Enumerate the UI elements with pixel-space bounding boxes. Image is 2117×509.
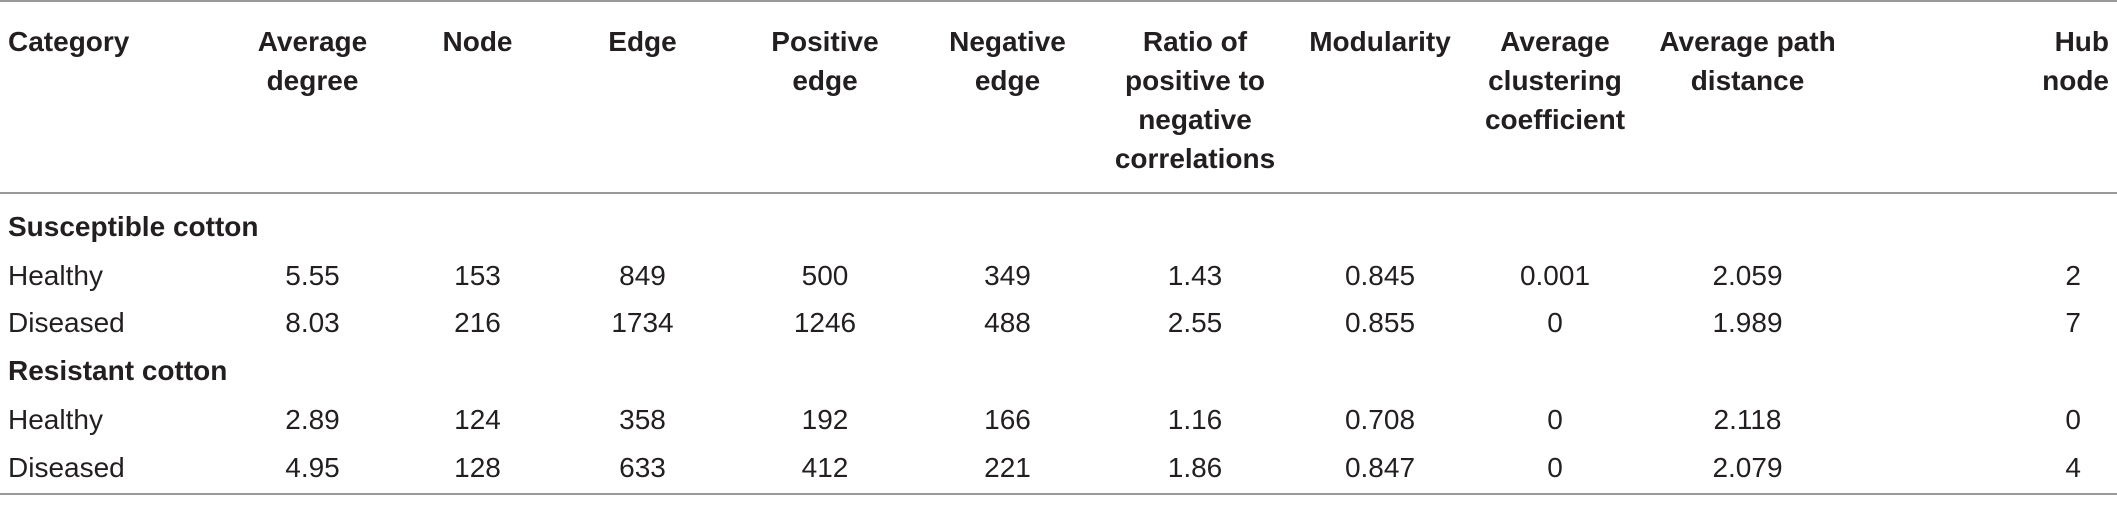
group-row-susceptible: Susceptible cotton <box>0 193 2117 252</box>
cell-negative-edge: 488 <box>984 306 1031 338</box>
cell-average-degree: 4.95 <box>225 443 400 495</box>
cell-negative-edge: 166 <box>984 403 1031 435</box>
cell-average-path-distance: 1.989 <box>1712 306 1783 338</box>
cell-category: Diseased <box>8 306 125 338</box>
group-label: Susceptible cotton <box>8 211 259 242</box>
header-average-path-distance: Average path distance <box>1645 0 1850 194</box>
cell-modularity: 0.845 <box>1344 259 1416 291</box>
group-row-resistant: Resistant cotton <box>0 346 2117 396</box>
header-average-degree: Average degree <box>225 0 400 194</box>
cell-category: Diseased <box>0 443 225 495</box>
header-modularity: Modularity <box>1295 0 1465 194</box>
header-edge: Edge <box>555 0 730 194</box>
cell-hub-node: 4 <box>1850 443 2117 495</box>
cell-modularity: 0.855 <box>1344 306 1416 338</box>
cell-node: 216 <box>454 306 501 338</box>
cell-node: 124 <box>454 403 501 435</box>
header-category: Category <box>0 0 225 194</box>
cell-category: Healthy <box>8 403 103 435</box>
header-node: Node <box>400 0 555 194</box>
cell-modularity: 0.847 <box>1295 443 1465 495</box>
header-negative-edge: Negative edge <box>920 0 1095 194</box>
cell-ratio: 2.55 <box>1167 306 1223 338</box>
cell-ratio: 1.43 <box>1167 259 1223 291</box>
cell-average-path-distance: 2.118 <box>1713 403 1782 435</box>
cell-category: Healthy <box>8 259 103 291</box>
cell-clustering-coefficient: 0 <box>1547 306 1563 338</box>
cell-average-degree: 5.55 <box>285 259 340 291</box>
cell-hub-node: 2 <box>2065 259 2081 291</box>
cell-edge: 1734 <box>611 306 674 338</box>
cell-positive-edge: 1246 <box>793 306 857 338</box>
network-properties-table: Category Average degree Node Edge Positi… <box>0 0 2117 495</box>
table-row: Healthy 2.89 124 358 192 166 1.16 0.708 … <box>0 396 2117 443</box>
cell-average-degree: 8.03 <box>285 306 340 338</box>
table-row: Healthy 5.55 153 849 500 349 1.43 0.845 … <box>0 252 2117 299</box>
network-properties-table-container: Category Average degree Node Edge Positi… <box>0 0 2117 495</box>
cell-edge: 633 <box>555 443 730 495</box>
cell-clustering-coefficient: 0.001 <box>1519 259 1591 291</box>
cell-edge: 358 <box>619 403 666 435</box>
header-clustering-coefficient: Average clustering coefficient <box>1465 0 1645 194</box>
cell-node: 128 <box>400 443 555 495</box>
cell-hub-node: 7 <box>2065 306 2081 338</box>
header-positive-edge: Positive edge <box>730 0 920 194</box>
cell-clustering-coefficient: 0 <box>1547 403 1563 435</box>
cell-node: 153 <box>454 259 501 291</box>
cell-negative-edge: 349 <box>984 259 1031 291</box>
table-row: Diseased 8.03 216 1734 1246 488 2.55 0.8… <box>0 299 2117 346</box>
header-hub-node: Hub node <box>1850 0 2117 194</box>
group-label: Resistant cotton <box>8 355 228 386</box>
cell-positive-edge: 500 <box>801 259 849 291</box>
header-ratio: Ratio of positive to negative correlatio… <box>1095 0 1295 194</box>
cell-average-degree: 2.89 <box>285 403 340 435</box>
cell-hub-node: 0 <box>2065 403 2081 435</box>
table-row: Diseased 4.95 128 633 412 221 1.86 0.847… <box>0 443 2117 495</box>
cell-negative-edge: 221 <box>920 443 1095 495</box>
cell-ratio: 1.86 <box>1095 443 1295 495</box>
header-row: Category Average degree Node Edge Positi… <box>0 0 2117 194</box>
cell-clustering-coefficient: 0 <box>1465 443 1645 495</box>
cell-positive-edge: 412 <box>730 443 920 495</box>
cell-ratio: 1.16 <box>1167 403 1223 435</box>
cell-edge: 849 <box>619 259 666 291</box>
cell-positive-edge: 192 <box>801 403 849 435</box>
cell-modularity: 0.708 <box>1344 403 1416 435</box>
cell-average-path-distance: 2.059 <box>1712 259 1783 291</box>
cell-average-path-distance: 2.079 <box>1645 443 1850 495</box>
